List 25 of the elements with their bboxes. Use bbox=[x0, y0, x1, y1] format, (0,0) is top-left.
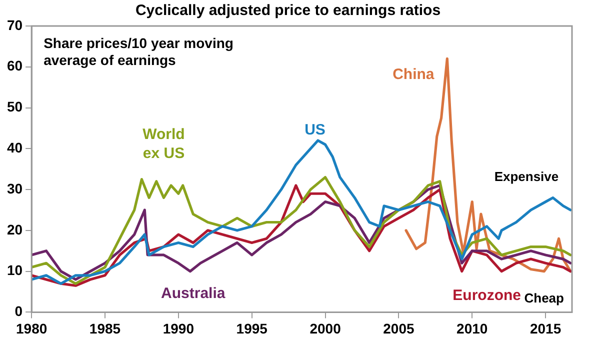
series-label: Australia bbox=[161, 284, 226, 302]
series-label: China bbox=[392, 66, 435, 84]
annotation: Cheap bbox=[524, 290, 564, 306]
x-tick-label: 1990 bbox=[162, 320, 194, 336]
x-tick-label: 2015 bbox=[530, 320, 562, 336]
y-tick-label: 40 bbox=[6, 140, 23, 156]
x-tick-label: 1980 bbox=[16, 320, 48, 336]
y-tick-label: 50 bbox=[6, 98, 23, 115]
series-label: US bbox=[304, 121, 326, 138]
annotation: Expensive bbox=[494, 168, 559, 184]
x-tick-label: 2010 bbox=[456, 320, 488, 336]
x-tick-label: 1985 bbox=[89, 320, 121, 336]
x-tick-label: 1995 bbox=[236, 320, 268, 336]
series-label: Eurozone bbox=[452, 286, 521, 304]
y-tick-label: 20 bbox=[6, 221, 23, 238]
y-tick-label: 70 bbox=[6, 16, 23, 33]
y-tick-label: 60 bbox=[6, 58, 23, 74]
annotation: Share prices/10 year moving average of earnings bbox=[44, 34, 234, 68]
y-tick-label: 30 bbox=[6, 180, 23, 196]
y-tick-label: 10 bbox=[6, 262, 23, 278]
x-tick-label: 2005 bbox=[383, 320, 414, 336]
x-tick-label: 2000 bbox=[310, 320, 342, 336]
chart-title: Cyclically adjusted price to earnings ratios bbox=[135, 2, 441, 20]
y-tick-label: 0 bbox=[14, 303, 23, 320]
series-label: World ex US bbox=[142, 126, 185, 162]
